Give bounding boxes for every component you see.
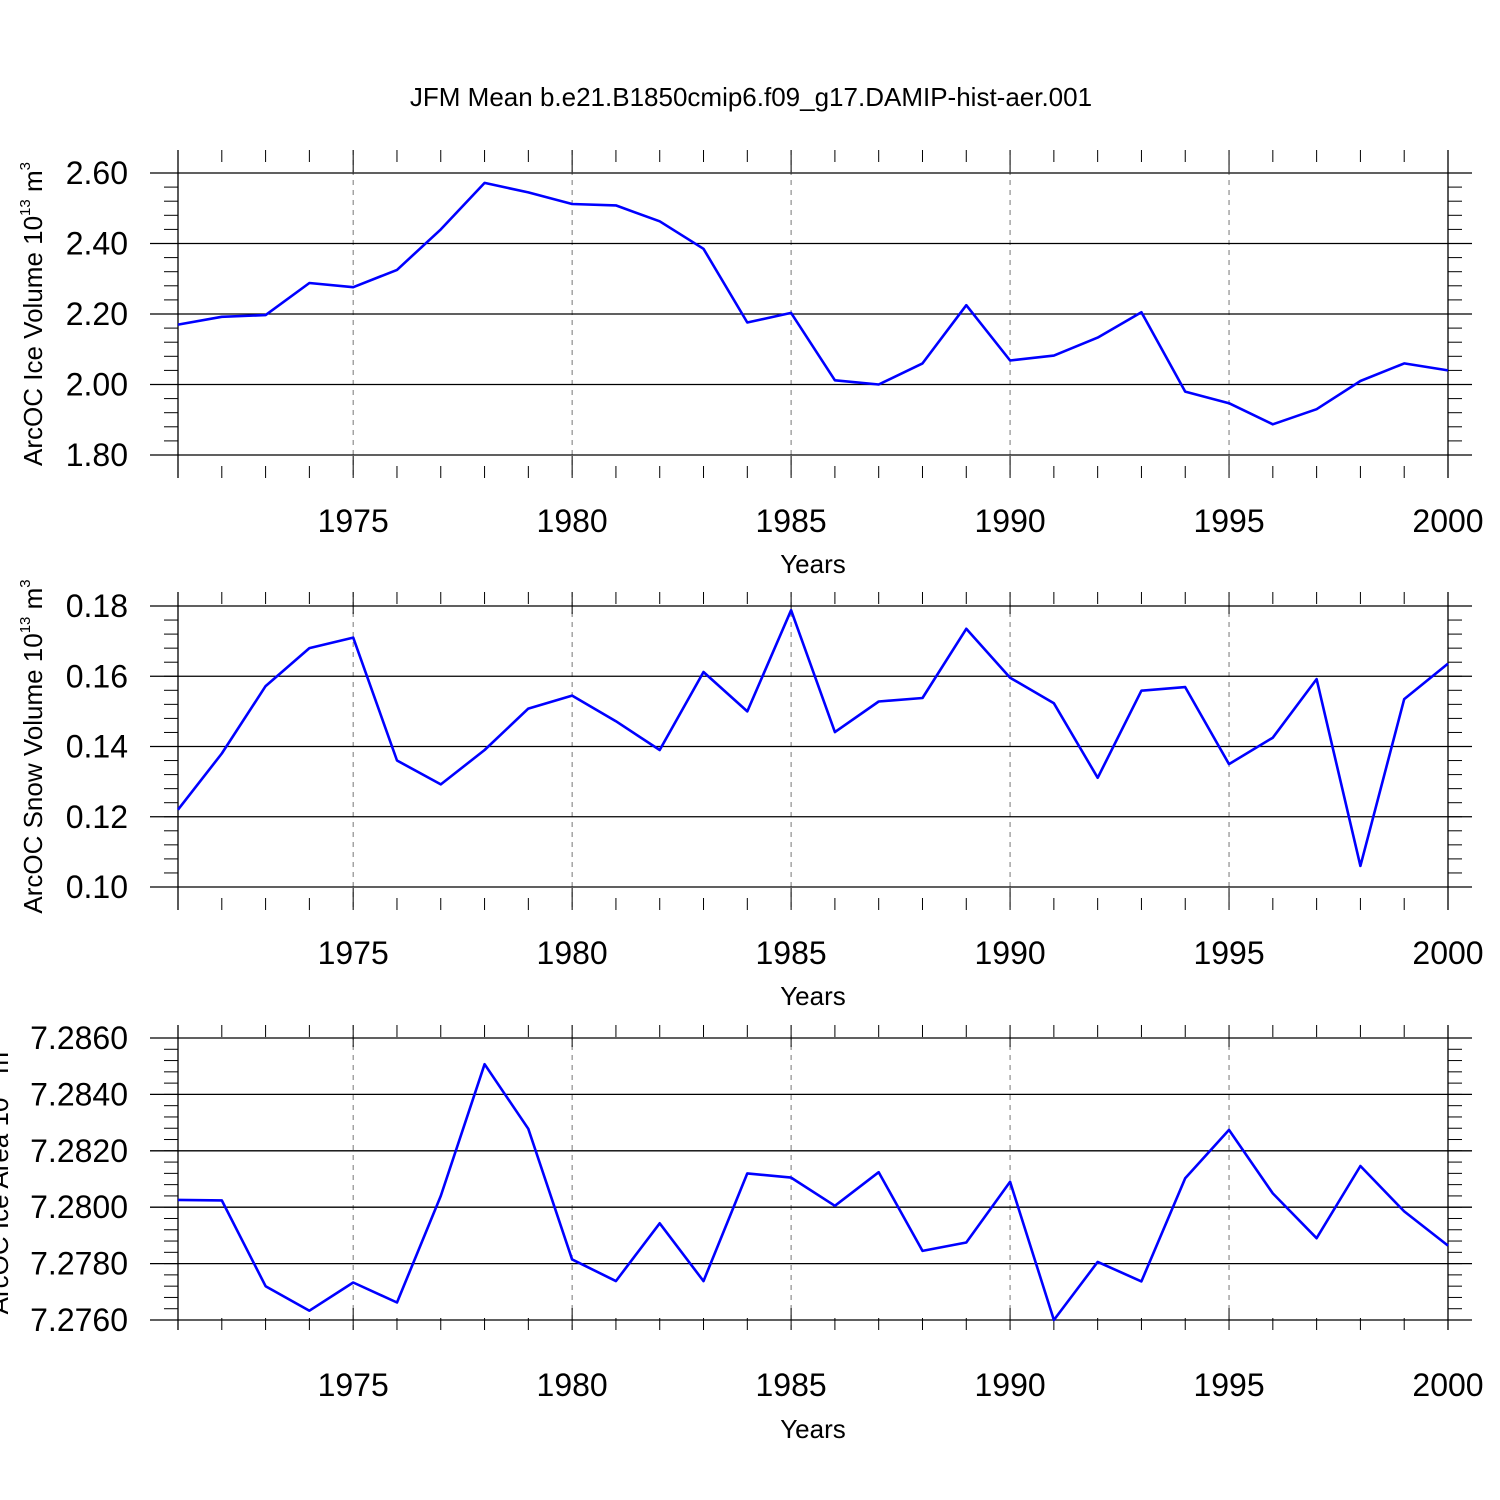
x-tick-label: 1990 xyxy=(974,1367,1045,1403)
x-tick-label: 1985 xyxy=(756,503,827,539)
series-line xyxy=(176,608,1449,868)
x-tick-label: 1995 xyxy=(1193,503,1264,539)
y-axis-label: ArcOC Ice Volume 1013 m3 xyxy=(17,162,48,466)
x-tick-label: 1990 xyxy=(974,503,1045,539)
y-tick-label: 0.12 xyxy=(66,799,128,835)
chart-title: JFM Mean b.e21.B1850cmip6.f09_g17.DAMIP-… xyxy=(410,82,1092,112)
y-axis-label: ArcOC Ice Area 1013 m2 xyxy=(0,1044,14,1315)
x-tick-label: 1975 xyxy=(318,1367,389,1403)
x-tick-label: 1995 xyxy=(1193,1367,1264,1403)
x-tick-label: 2000 xyxy=(1412,935,1483,971)
y-tick-label: 7.2840 xyxy=(30,1076,128,1112)
y-tick-label: 2.60 xyxy=(66,155,128,191)
y-tick-label: 7.2780 xyxy=(30,1246,128,1282)
y-tick-label: 7.2860 xyxy=(30,1020,128,1056)
y-tick-label: 0.14 xyxy=(66,729,128,765)
y-tick-label: 2.20 xyxy=(66,296,128,332)
panel-2: 0.18 0.16 0.14 0.12 0.10 1975 1980 1985 1990 1995… xyxy=(17,579,1484,1011)
x-tick-label: 1980 xyxy=(537,503,608,539)
y-tick-label: 0.16 xyxy=(66,658,128,694)
y-tick-label: 0.10 xyxy=(66,869,128,905)
y-tick-label: 0.18 xyxy=(66,588,128,624)
x-tick-label: 1980 xyxy=(537,935,608,971)
y-tick-label: 7.2820 xyxy=(30,1133,128,1169)
x-axis-label: Years xyxy=(780,1414,846,1444)
y-tick-label: 1.80 xyxy=(66,437,128,473)
x-axis-label: Years xyxy=(780,549,846,579)
x-tick-label: 1980 xyxy=(537,1367,608,1403)
y-axis-label: ArcOC Snow Volume 1013 m3 xyxy=(17,579,48,913)
x-tick-label: 1975 xyxy=(318,503,389,539)
y-tick-label: 2.40 xyxy=(66,226,128,262)
y-tick-label: 2.00 xyxy=(66,367,128,403)
x-tick-label: 2000 xyxy=(1412,1367,1483,1403)
x-tick-label: 1985 xyxy=(756,1367,827,1403)
y-tick-label: 7.2800 xyxy=(30,1189,128,1225)
x-tick-label: 2000 xyxy=(1412,503,1483,539)
x-axis-label: Years xyxy=(780,981,846,1011)
panel-3: 7.2860 7.2840 7.2820 7.2800 7.2780 7.2760 1975… xyxy=(0,1020,1484,1444)
x-tick-label: 1985 xyxy=(756,935,827,971)
panel-1: 2.60 2.40 2.20 2.00 1.80 1975 1980 1985 1990 1995… xyxy=(17,150,1484,579)
series-line xyxy=(177,181,1449,426)
x-tick-label: 1995 xyxy=(1193,935,1264,971)
y-tick-label: 7.2760 xyxy=(30,1302,128,1338)
series-line xyxy=(177,1062,1449,1322)
x-tick-label: 1975 xyxy=(318,935,389,971)
x-tick-label: 1990 xyxy=(974,935,1045,971)
